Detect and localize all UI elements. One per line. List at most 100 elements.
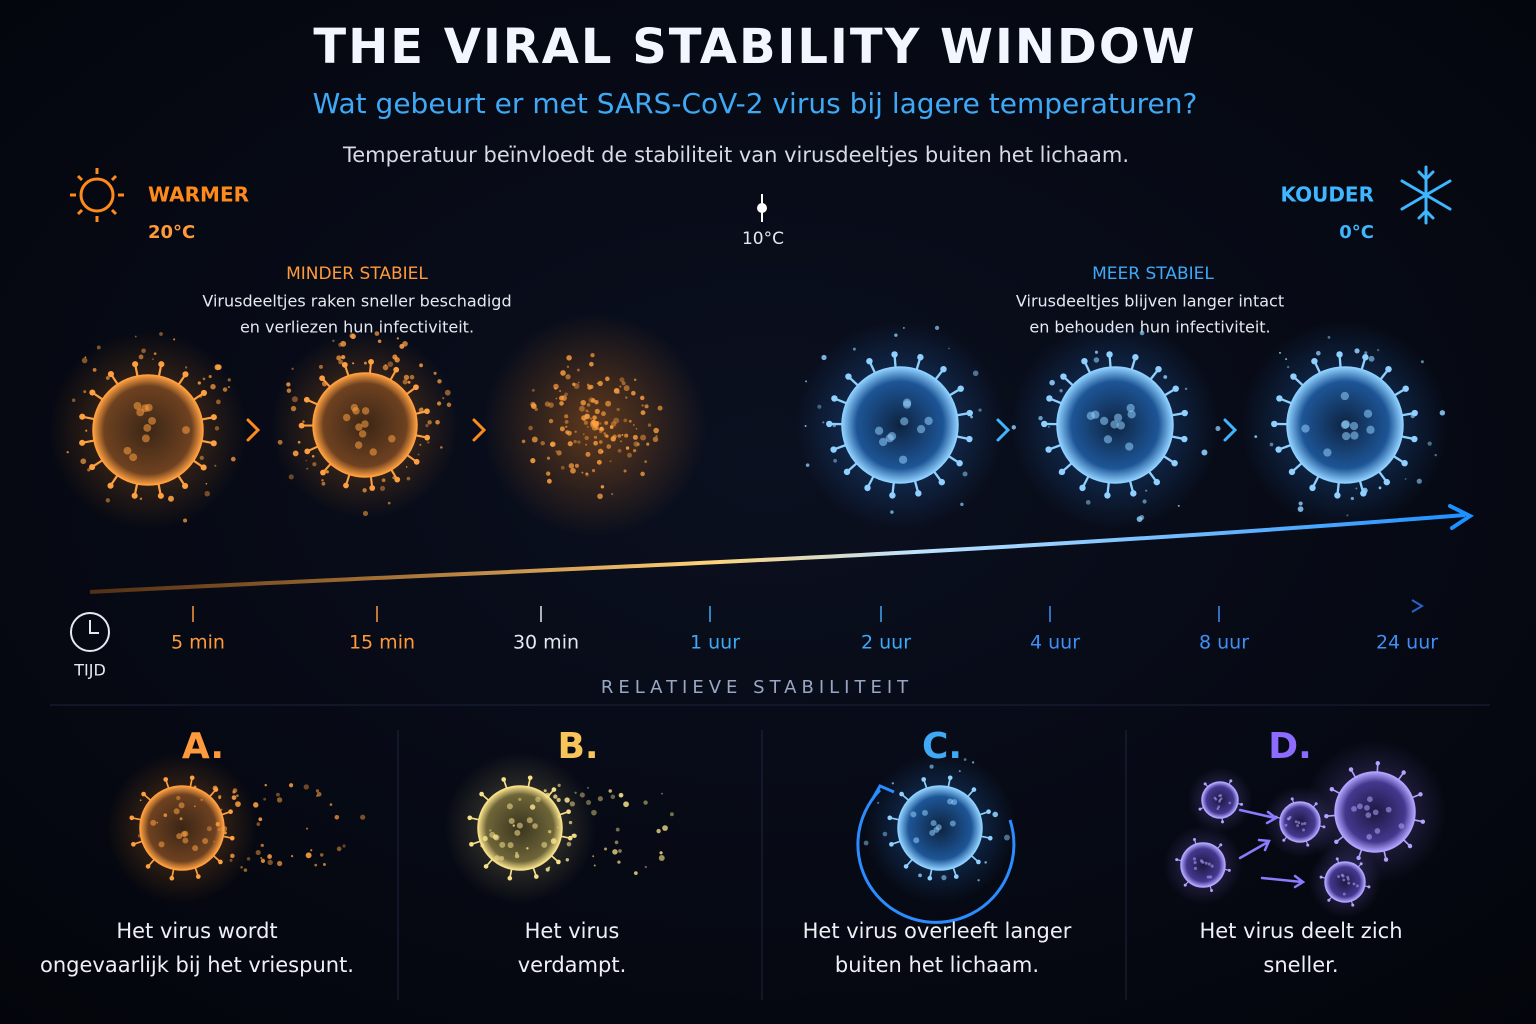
virus-spike-head	[1229, 779, 1233, 783]
virus-spike-head	[987, 835, 993, 841]
option-text: ongevaarlijk bij het vriespunt.	[40, 953, 354, 977]
virus-particle	[592, 855, 595, 858]
virus-particle	[1215, 425, 1221, 432]
virus-particle	[340, 340, 347, 347]
virus-particle	[613, 417, 620, 424]
virus-particle	[199, 455, 204, 461]
virus-particle	[1278, 351, 1282, 354]
virus-texture	[352, 407, 360, 415]
virus-particle	[202, 377, 206, 381]
mid-value: 10°C	[742, 229, 784, 249]
virus-texture	[1210, 864, 1214, 868]
virus-particle	[656, 828, 661, 834]
virus-particle	[599, 426, 603, 431]
virus-spike-head	[1383, 478, 1391, 486]
virus-spike-head	[483, 864, 489, 869]
virus-particle	[409, 374, 415, 380]
virus-particle	[804, 424, 807, 428]
virus-texture	[1364, 804, 1370, 811]
option-text: Het virus	[525, 919, 620, 943]
virus	[1187, 767, 1253, 833]
virus-particle	[585, 799, 592, 806]
virus-texture	[133, 402, 142, 410]
virus-texture	[924, 416, 933, 426]
virus-particle	[546, 478, 552, 484]
virus-particle	[559, 390, 561, 392]
virus-particle	[205, 482, 208, 485]
virus-particle	[558, 395, 564, 401]
virus-spike-head	[986, 809, 991, 815]
virus-spike-head	[200, 389, 207, 396]
virus-texture	[136, 408, 145, 417]
virus-particle	[85, 429, 88, 432]
virus-texture	[176, 833, 183, 840]
virus-texture	[916, 425, 926, 434]
virus-texture	[182, 426, 190, 434]
virus-particle	[544, 792, 551, 798]
virus-spike-head	[141, 791, 146, 797]
virus-particle	[580, 399, 587, 406]
virus-texture	[1346, 877, 1350, 881]
virus-spike-head	[940, 365, 947, 373]
virus-spike-head	[394, 476, 401, 483]
virus-texture	[1349, 421, 1359, 431]
option-text: Het virus wordt	[116, 919, 277, 943]
virus-particle	[633, 441, 639, 447]
warm-label: WARMER	[148, 183, 249, 207]
virus-spike-head	[1171, 459, 1178, 467]
virus-particle	[243, 868, 248, 872]
virus-texture	[885, 434, 894, 443]
virus-texture	[1351, 805, 1357, 812]
virus-particle	[585, 409, 589, 413]
virus-particle	[655, 435, 658, 438]
tick-label: 30 min	[513, 632, 579, 654]
virus-spike-head	[1288, 468, 1296, 476]
virus-particle	[577, 381, 580, 384]
virus-texture	[508, 818, 515, 825]
virus-texture	[929, 829, 936, 836]
division-arrows	[1238, 808, 1306, 889]
virus	[444, 752, 674, 904]
virus-particle	[437, 379, 442, 384]
virus-texture	[1209, 875, 1213, 879]
virus-spike-head	[1348, 767, 1354, 772]
virus-particle	[406, 476, 411, 481]
virus-spike-head	[1192, 838, 1196, 842]
virus-particle	[1059, 389, 1063, 393]
virus-particle	[512, 824, 515, 827]
virus-particle	[632, 448, 637, 453]
virus-particle	[222, 387, 228, 392]
virus-particle	[440, 446, 443, 449]
virus-particle	[1439, 410, 1446, 416]
virus-body	[1324, 861, 1366, 903]
virus-particle	[200, 798, 203, 802]
virus-particle	[1355, 487, 1358, 490]
virus-particle	[1269, 442, 1274, 447]
virus-spike-head	[1407, 843, 1413, 849]
virus-texture	[507, 842, 514, 849]
virus-particle	[81, 357, 88, 364]
virus-particle	[574, 463, 579, 468]
virus-spike-head	[424, 408, 430, 415]
virus-particle	[579, 405, 585, 412]
virus-spike-head	[551, 787, 557, 792]
virus-spike-head	[1359, 862, 1363, 866]
virus-particle	[314, 863, 318, 867]
virus-spike-head	[1175, 858, 1179, 862]
cold-text: Virusdeeltjes blijven langer intact	[1016, 292, 1284, 311]
virus-spike-head	[479, 791, 484, 797]
virus-spike-head	[971, 787, 977, 792]
virus-spike-head	[131, 841, 136, 847]
tick-label: 2 uur	[861, 632, 911, 654]
cold-value: 0°C	[1339, 222, 1374, 243]
virus-spike-head	[1271, 420, 1278, 428]
virus-particle	[597, 448, 604, 455]
virus-texture	[342, 413, 351, 422]
virus-spike-head	[1351, 903, 1355, 907]
virus-particle	[1404, 477, 1407, 480]
virus-particle	[625, 396, 628, 399]
virus-particle	[288, 474, 294, 480]
virus-texture	[1365, 812, 1372, 818]
virus-particle	[934, 325, 940, 331]
virus-spike-head	[899, 791, 904, 797]
